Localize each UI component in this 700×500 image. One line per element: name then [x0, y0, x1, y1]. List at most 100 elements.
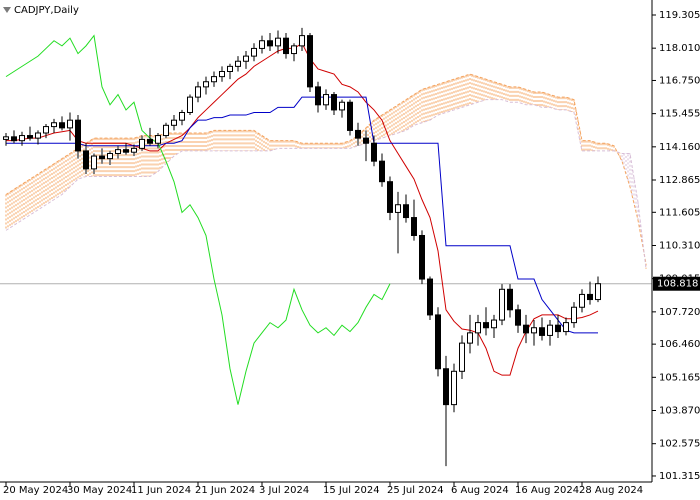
- candle-body: [491, 319, 497, 329]
- candle-body: [235, 60, 241, 67]
- candle-body: [227, 65, 233, 72]
- candle-body: [515, 309, 521, 326]
- candle-body: [331, 94, 337, 111]
- candle-body: [131, 147, 137, 153]
- y-tick-label: 105.165: [659, 372, 700, 383]
- candle-body: [587, 293, 593, 301]
- symbol-icon: [3, 7, 11, 13]
- candle-body: [379, 160, 385, 183]
- y-tick-label: 101.315: [659, 471, 700, 482]
- candle-body: [403, 204, 409, 219]
- price-label-box: [653, 276, 700, 291]
- candle-body: [107, 152, 113, 160]
- candle-body: [523, 324, 529, 334]
- y-tick-label: 103.870: [659, 406, 700, 417]
- candle-body: [259, 40, 265, 49]
- y-tick-label: 115.455: [659, 109, 700, 120]
- candle-body: [595, 283, 601, 301]
- candle-body: [211, 76, 217, 83]
- cloud-span: [5, 73, 647, 264]
- indicator-line: [6, 96, 598, 334]
- candle-body: [147, 138, 153, 144]
- candle-body: [323, 94, 329, 106]
- candle-body: [475, 322, 481, 334]
- candle-body: [115, 149, 121, 154]
- candle-body: [187, 96, 193, 113]
- candle-body: [387, 181, 393, 213]
- chart-title: CADJPY,Daily: [14, 5, 79, 16]
- candle-body: [219, 70, 225, 78]
- candle-body: [299, 35, 305, 47]
- candle-body: [435, 314, 441, 370]
- candle-body: [499, 288, 505, 321]
- candle-body: [75, 119, 81, 152]
- candle-body: [51, 122, 57, 128]
- y-tick-label: 116.750: [659, 75, 700, 86]
- x-tick-label: 25 Jul 2024: [387, 485, 444, 496]
- x-tick-label: 28 Aug 2024: [579, 485, 643, 496]
- x-tick-label: 15 Jul 2024: [323, 485, 380, 496]
- y-tick-label: 112.865: [659, 175, 700, 186]
- candle-body: [539, 327, 545, 336]
- candle-body: [443, 368, 449, 406]
- candle-body: [395, 204, 401, 213]
- candle-body: [195, 86, 201, 98]
- candle-body: [139, 138, 145, 149]
- y-tick-label: 110.310: [659, 240, 700, 251]
- y-tick-label: 106.460: [659, 339, 700, 350]
- candle-body: [563, 322, 569, 333]
- axes: 119.305 118.010 116.750 115.455 114.160 112.8…: [3, 10, 700, 496]
- candle-body: [531, 327, 537, 334]
- candle-body: [275, 37, 281, 47]
- candle-body: [339, 101, 345, 111]
- candle-body: [419, 234, 425, 280]
- y-tick-label: 102.575: [659, 439, 700, 450]
- candle-body: [243, 55, 249, 62]
- price-label: 108.818: [657, 279, 698, 290]
- y-tick-label: 107.720: [659, 307, 700, 318]
- candle-body: [27, 135, 33, 139]
- candle-body: [11, 136, 17, 142]
- candle-body: [363, 137, 369, 144]
- x-tick-label: 3 Jul 2024: [259, 485, 309, 496]
- candle-body: [163, 124, 169, 137]
- candle-body: [91, 155, 97, 170]
- candle-body: [19, 135, 25, 142]
- candle-body: [203, 81, 209, 88]
- candle-body: [459, 342, 465, 372]
- x-tick-label: 20 May 2024: [3, 485, 68, 496]
- plot-area: [0, 27, 652, 467]
- candle-body: [451, 370, 457, 406]
- candle-body: [3, 136, 9, 140]
- y-tick-label: 111.605: [659, 207, 700, 218]
- candle-body: [155, 135, 161, 144]
- candle-body: [251, 47, 257, 57]
- y-tick-label: 118.010: [659, 43, 700, 54]
- candle-body: [307, 35, 313, 88]
- candle-body: [507, 288, 513, 311]
- x-tick-label: 16 Aug 2024: [515, 485, 579, 496]
- candle-body: [571, 306, 577, 324]
- candle-body: [83, 150, 89, 170]
- candle-body: [283, 37, 289, 55]
- candle-body: [483, 322, 489, 329]
- candle-body: [123, 149, 129, 153]
- candle-body: [315, 86, 321, 106]
- y-tick-label: 114.160: [659, 142, 700, 153]
- candle-body: [467, 332, 473, 344]
- candle-body: [427, 278, 433, 316]
- candle-body: [179, 111, 185, 121]
- x-tick-label: 11 Jun 2024: [131, 485, 191, 496]
- cloud-span: [5, 99, 647, 269]
- candle-body: [35, 132, 41, 139]
- candle-body: [67, 119, 73, 129]
- candle-body: [291, 45, 297, 55]
- candle-body: [171, 119, 177, 126]
- indicator-line: [5, 34, 391, 405]
- candle-body: [59, 122, 65, 129]
- x-tick-label: 21 Jun 2024: [195, 485, 255, 496]
- candle-body: [371, 142, 377, 162]
